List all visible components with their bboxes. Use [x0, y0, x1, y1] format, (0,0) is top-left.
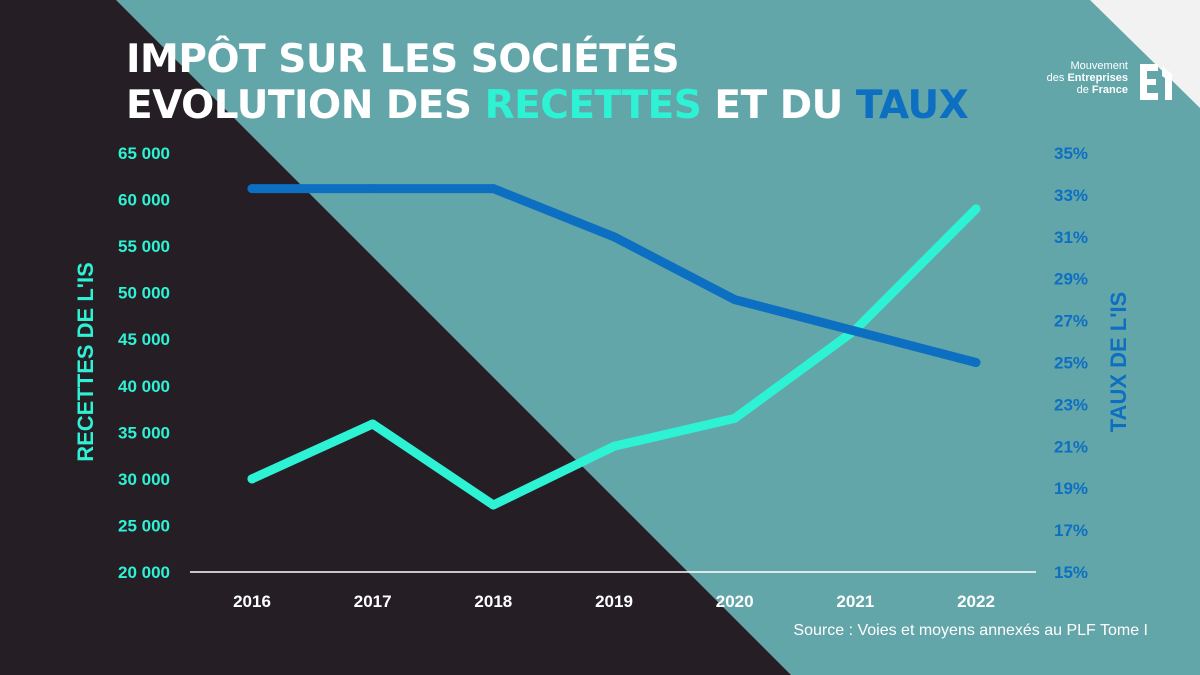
x-tick-label: 2020 [716, 592, 754, 611]
background-dark-wedge [0, 0, 791, 675]
rate-series-line [247, 184, 981, 367]
y-axis-left-ticks: 20 000 25 000 30 000 35 000 40 000 45 000 50 0… [118, 144, 170, 582]
x-axis-ticks: 2016 2017 2018 2019 2020 2021 2022 [233, 592, 995, 611]
y-right-tick-label: 29% [1054, 270, 1088, 289]
y-axis-right-label: TAUX DE L'IS [1106, 292, 1131, 433]
y-left-tick-label: 45 000 [118, 330, 170, 349]
rate-data-point [730, 295, 740, 305]
y-left-tick-label: 40 000 [118, 377, 170, 396]
y-right-tick-label: 33% [1054, 186, 1088, 205]
revenue-data-point [730, 413, 740, 423]
x-tick-label: 2021 [836, 592, 874, 611]
title-mid: ET DU [701, 83, 856, 128]
y-right-tick-label: 25% [1054, 354, 1088, 373]
logo-line-1: Mouvement [1070, 60, 1128, 72]
logo-e-mark-icon [1140, 64, 1172, 100]
revenue-data-point [488, 500, 498, 510]
logo-line-2: des Entreprises [1046, 72, 1128, 84]
y-left-tick-label: 65 000 [118, 144, 170, 163]
x-tick-label: 2017 [354, 592, 392, 611]
rate-data-point [609, 232, 619, 242]
rate-data-point [850, 326, 860, 336]
y-right-tick-label: 27% [1054, 312, 1088, 331]
y-left-tick-label: 35 000 [118, 423, 170, 442]
y-right-tick-label: 35% [1054, 144, 1088, 163]
y-axis-right-ticks: 15% 17% 19% 21% 23% 25% 27% 29% 31% 33% 35% [1054, 144, 1088, 582]
y-left-tick-label: 20 000 [118, 563, 170, 582]
y-left-tick-label: 30 000 [118, 470, 170, 489]
title-accent-taux: TAUX [855, 83, 969, 128]
y-right-tick-label: 31% [1054, 228, 1088, 247]
y-right-tick-label: 23% [1054, 395, 1088, 414]
y-left-tick-label: 25 000 [118, 516, 170, 535]
chart-title-line-2: EVOLUTION DES RECETTES ET DU TAUX [126, 83, 969, 128]
rate-data-point [368, 184, 378, 194]
x-tick-label: 2022 [957, 592, 995, 611]
background-corner [1090, 0, 1200, 108]
x-tick-label: 2016 [233, 592, 271, 611]
x-tick-label: 2019 [595, 592, 633, 611]
y-left-tick-label: 55 000 [118, 237, 170, 256]
x-tick-label: 2018 [474, 592, 512, 611]
rate-data-point [247, 184, 257, 194]
revenue-data-point [247, 474, 257, 484]
rate-data-point [488, 184, 498, 194]
y-right-tick-label: 19% [1054, 479, 1088, 498]
title-accent-recettes: RECETTES [484, 83, 702, 128]
title-prefix: EVOLUTION DES [126, 83, 485, 128]
y-right-tick-label: 17% [1054, 521, 1088, 540]
revenue-data-point [368, 419, 378, 429]
logo-line-3: de France [1076, 84, 1128, 96]
revenue-series-line [247, 204, 981, 510]
medef-logo: Mouvement des Entreprises de France [1046, 60, 1172, 100]
y-right-tick-label: 21% [1054, 437, 1088, 456]
rate-data-point [971, 358, 981, 367]
series-layer [247, 184, 981, 510]
source-note: Source : Voies et moyens annexés au PLF … [793, 622, 1148, 639]
chart-title-line-1: IMPÔT SUR LES SOCIÉTÉS [126, 37, 680, 82]
y-left-tick-label: 60 000 [118, 191, 170, 210]
revenue-data-point [971, 204, 981, 214]
y-right-tick-label: 15% [1054, 563, 1088, 582]
y-axis-left-label: RECETTES DE L'IS [73, 262, 98, 462]
y-left-tick-label: 50 000 [118, 284, 170, 303]
revenue-data-point [609, 441, 619, 451]
